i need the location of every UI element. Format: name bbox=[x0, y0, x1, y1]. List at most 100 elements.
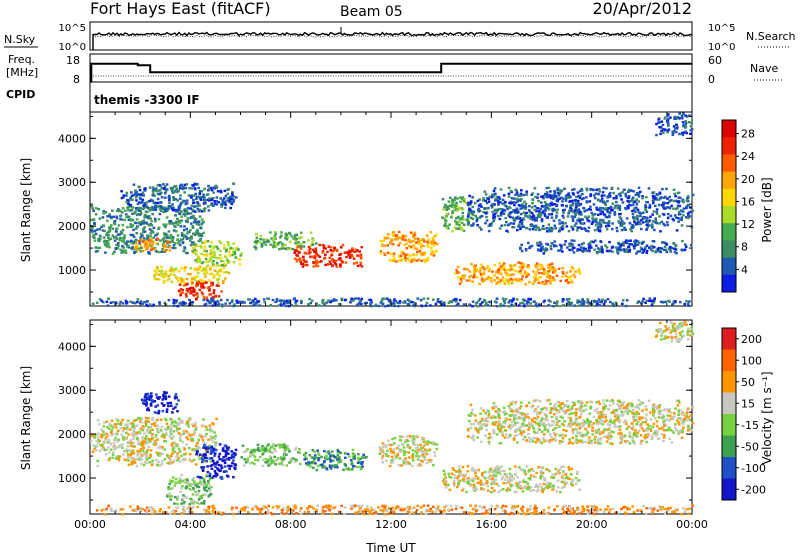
heatmap-cell bbox=[109, 424, 112, 427]
heatmap-cell bbox=[110, 429, 114, 432]
heatmap-cell bbox=[198, 447, 201, 450]
heatmap-cell bbox=[254, 247, 258, 251]
heatmap-cell bbox=[189, 484, 192, 488]
heatmap-cell bbox=[227, 244, 230, 247]
heatmap-cell bbox=[663, 201, 667, 205]
heatmap-cell bbox=[388, 259, 392, 262]
heatmap-cell bbox=[178, 418, 182, 422]
heatmap-cell bbox=[198, 208, 201, 212]
heatmap-cell bbox=[191, 283, 194, 286]
heatmap-cell bbox=[220, 477, 224, 480]
heatmap-cell bbox=[577, 217, 581, 220]
heatmap-cell bbox=[175, 299, 178, 302]
heatmap-cell bbox=[385, 297, 389, 300]
heatmap-cell bbox=[294, 239, 297, 242]
heatmap-cell bbox=[458, 218, 462, 221]
heatmap-cell bbox=[115, 237, 119, 240]
heatmap-cell bbox=[551, 195, 554, 198]
heatmap-cell bbox=[565, 302, 569, 305]
heatmap-cell bbox=[248, 462, 252, 465]
heatmap-cell bbox=[305, 263, 309, 267]
heatmap-cell bbox=[651, 194, 655, 198]
heatmap-cell bbox=[192, 288, 196, 291]
heatmap-cell bbox=[585, 209, 589, 212]
heatmap-cell bbox=[596, 302, 599, 305]
heatmap-cell bbox=[635, 203, 639, 206]
heatmap-cell bbox=[178, 478, 182, 481]
heatmap-cell bbox=[175, 396, 178, 399]
heatmap-cell bbox=[571, 246, 575, 249]
heatmap-cell bbox=[301, 265, 305, 268]
heatmap-cell bbox=[690, 121, 693, 125]
heatmap-cell bbox=[453, 226, 457, 229]
heatmap-cell bbox=[524, 206, 528, 209]
heatmap-cell bbox=[144, 210, 148, 213]
heatmap-cell bbox=[204, 240, 208, 243]
heatmap-cell bbox=[658, 222, 661, 225]
heatmap-cell bbox=[159, 239, 162, 242]
heatmap-cell bbox=[419, 242, 423, 245]
heatmap-cell bbox=[601, 210, 604, 214]
heatmap-cell bbox=[290, 303, 294, 307]
heatmap-cell bbox=[602, 221, 605, 224]
heatmap-cell bbox=[228, 302, 232, 305]
heatmap-cell bbox=[210, 298, 213, 301]
heatmap-cell bbox=[185, 277, 189, 281]
heatmap-cell bbox=[210, 485, 213, 489]
heatmap-cell bbox=[401, 233, 404, 237]
heatmap-cell bbox=[164, 271, 168, 275]
heatmap-cell bbox=[214, 184, 218, 188]
heatmap-cell bbox=[298, 451, 301, 454]
heatmap-cell bbox=[197, 454, 201, 458]
heatmap-cell bbox=[501, 198, 505, 202]
heatmap-cell bbox=[191, 438, 195, 441]
heatmap-cell bbox=[188, 230, 191, 234]
heatmap-cell bbox=[685, 115, 689, 118]
heatmap-cell bbox=[417, 258, 421, 261]
heatmap-cell bbox=[585, 196, 588, 199]
heatmap-cell bbox=[150, 434, 154, 438]
heatmap-cell bbox=[98, 217, 102, 220]
heatmap-cell bbox=[524, 204, 527, 208]
heatmap-cell bbox=[481, 280, 485, 283]
heatmap-cell bbox=[384, 297, 387, 301]
heatmap-cell bbox=[295, 249, 298, 252]
heatmap-cell bbox=[184, 292, 188, 296]
heatmap-cell bbox=[273, 237, 276, 240]
heatmap-cell bbox=[478, 226, 482, 229]
heatmap-cell bbox=[525, 211, 528, 215]
heatmap-cell bbox=[286, 248, 289, 251]
heatmap-cell bbox=[622, 248, 626, 251]
heatmap-cell bbox=[544, 202, 548, 206]
heatmap-cell bbox=[600, 197, 604, 200]
heatmap-cell bbox=[158, 212, 162, 216]
heatmap-cell bbox=[426, 240, 429, 244]
heatmap-cell bbox=[139, 201, 143, 204]
heatmap-cell bbox=[93, 229, 96, 232]
heatmap-cell bbox=[529, 297, 532, 301]
heatmap-cell bbox=[584, 215, 587, 218]
heatmap-cell bbox=[550, 242, 554, 245]
heatmap-cell bbox=[483, 190, 487, 193]
heatmap-cell bbox=[228, 199, 231, 202]
heatmap-cell bbox=[194, 269, 197, 272]
heatmap-cell bbox=[196, 485, 199, 489]
heatmap-cell bbox=[129, 439, 133, 442]
heatmap-cell bbox=[116, 440, 120, 443]
heatmap-cell bbox=[235, 248, 238, 251]
colorbar-frame bbox=[721, 119, 737, 293]
heatmap-cell bbox=[161, 460, 164, 463]
heatmap-cell bbox=[173, 484, 176, 487]
heatmap-cell bbox=[667, 299, 670, 303]
heatmap-cell bbox=[173, 300, 176, 303]
heatmap-cell bbox=[171, 222, 175, 225]
heatmap-cell bbox=[169, 487, 172, 490]
heatmap-cell bbox=[209, 426, 212, 429]
heatmap-cell bbox=[223, 270, 226, 274]
heatmap-cell bbox=[639, 214, 642, 218]
heatmap-cell bbox=[200, 496, 203, 499]
heatmap-cell bbox=[125, 450, 129, 453]
heatmap-cell bbox=[105, 453, 108, 456]
heatmap-cell bbox=[108, 246, 111, 249]
heatmap-cell bbox=[497, 277, 500, 281]
